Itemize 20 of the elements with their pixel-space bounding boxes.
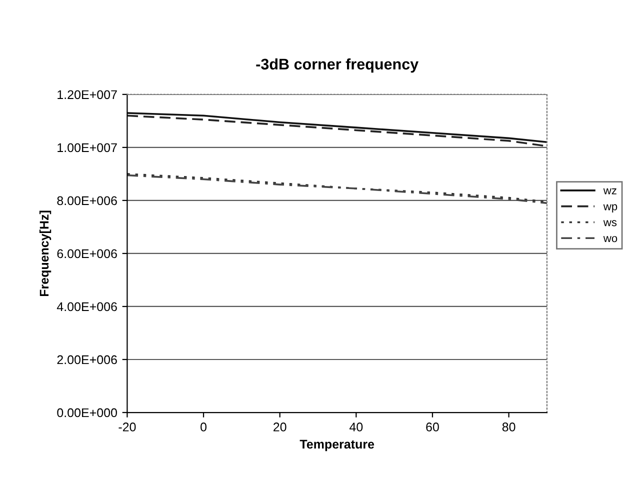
legend-label: wz xyxy=(603,188,616,194)
x-tick-label: 80 xyxy=(502,422,516,432)
legend-label: wp xyxy=(603,204,618,213)
y-tick-label: 2.00E+006 xyxy=(57,355,117,364)
x-tick-label: -20 xyxy=(118,422,136,432)
legend-label: ws xyxy=(603,220,617,226)
y-tick-label: 1.20E+007 xyxy=(58,90,117,100)
x-tick-label: 40 xyxy=(349,422,363,432)
y-tick-label: 4.00E+006 xyxy=(56,302,117,312)
y-tick-label: 8.00E+006 xyxy=(57,196,117,206)
x-tick-label: 60 xyxy=(426,422,439,432)
y-tick-label: 6.00E+006 xyxy=(57,249,117,258)
y-tick-label: 1.00E+007 xyxy=(58,143,117,152)
x-tick-label: 20 xyxy=(274,422,286,432)
x-tick-label: 0 xyxy=(200,422,207,432)
y-axis-title: Frequency[Hz] xyxy=(39,210,52,296)
y-tick-label: 0.00E+000 xyxy=(57,408,117,418)
chart-title: -3dB corner frequency xyxy=(256,58,419,73)
legend-label: wo xyxy=(603,236,618,242)
x-axis-title: Temperature xyxy=(300,440,374,452)
